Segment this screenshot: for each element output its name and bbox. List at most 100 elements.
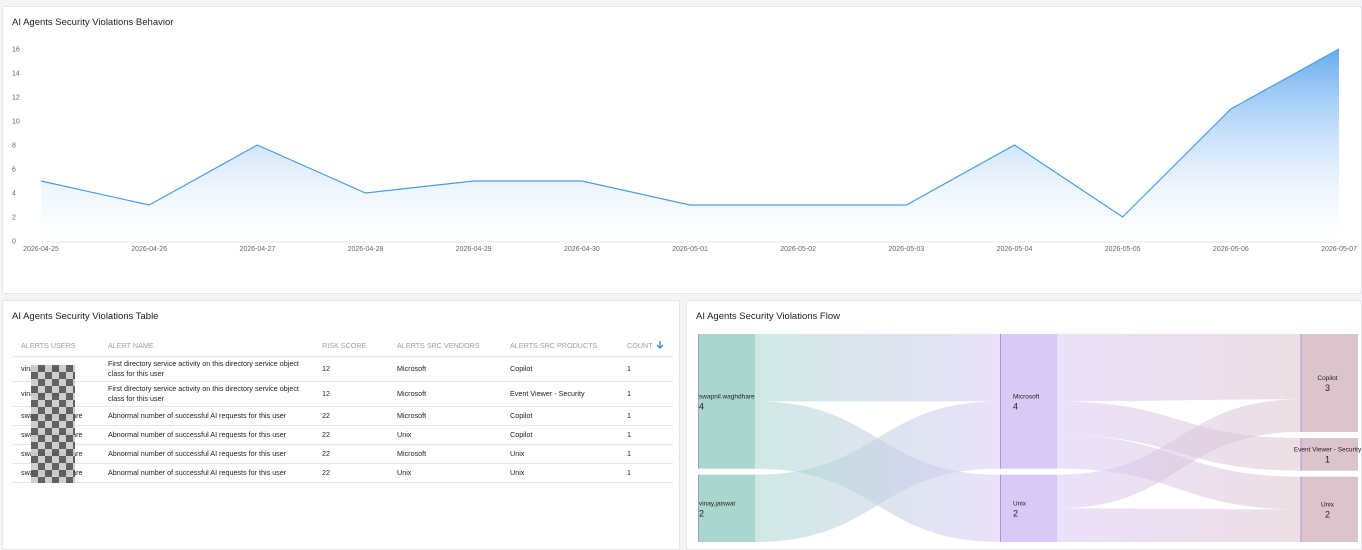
table-row: swapnil.waghdhareAbnormal number of succ… bbox=[12, 463, 673, 483]
flow-link bbox=[755, 401, 1000, 542]
table-cell: 22 bbox=[313, 406, 388, 426]
table-cell: First directory service activity on this… bbox=[99, 356, 313, 382]
node-value: 2 bbox=[699, 508, 704, 518]
node-value: 2 bbox=[1013, 508, 1018, 518]
node-label: Event Viewer - Security bbox=[1294, 446, 1361, 453]
table-cell: Unix bbox=[501, 463, 618, 483]
flow-node bbox=[1301, 334, 1358, 432]
panel-title: AI Agents Security Violations Table bbox=[12, 311, 159, 322]
y-tick-label: 2 bbox=[12, 215, 16, 222]
sort-arrow bbox=[656, 340, 664, 349]
table-cell: 1 bbox=[618, 463, 673, 483]
flow-node bbox=[698, 334, 755, 469]
table-cell: Copilot bbox=[501, 406, 618, 426]
y-tick-label: 16 bbox=[12, 47, 20, 54]
panel-title: AI Agents Security Violations Flow bbox=[696, 311, 840, 322]
flow-node bbox=[1000, 334, 1057, 469]
x-tick-label: 2026-04-25 bbox=[23, 246, 59, 253]
node-value: 4 bbox=[1013, 401, 1018, 411]
flow-link bbox=[755, 334, 1000, 402]
x-tick-label: 2026-04-28 bbox=[348, 246, 384, 253]
violations-table: ALERTS USERS ALERT NAME RISK SCORE ALERTS S… bbox=[12, 334, 673, 483]
table-cell: Abnormal number of successful AI request… bbox=[99, 463, 313, 483]
table-cell: Abnormal number of successful AI request… bbox=[99, 425, 313, 445]
table-cell: Microsoft bbox=[388, 444, 501, 464]
node-label: vinay.jaiswal bbox=[699, 500, 736, 507]
behavior-panel: AI Agents Security Violations Behavior 0… bbox=[2, 6, 1362, 294]
node-value: 4 bbox=[699, 401, 704, 411]
node-value: 1 bbox=[1325, 454, 1330, 464]
table-cell: 1 bbox=[618, 406, 673, 426]
table-cell: 12 bbox=[313, 381, 388, 407]
x-tick-label: 2026-04-29 bbox=[456, 246, 492, 253]
table-cell: Unix bbox=[388, 425, 501, 445]
table-cell: 1 bbox=[618, 356, 673, 382]
x-tick-label: 2026-05-01 bbox=[672, 246, 708, 253]
table-cell: Copilot bbox=[501, 356, 618, 382]
area-chart: 0 2 4 6 8 10 12 14 16 2026-04-25 2026-04-26 2026-04… bbox=[12, 47, 1357, 254]
flow-node bbox=[1301, 438, 1358, 471]
redaction-mosaic bbox=[31, 365, 75, 483]
flow-panel: AI Agents Security Violations Flow swapn… bbox=[686, 300, 1362, 550]
table-cell: 22 bbox=[313, 425, 388, 445]
table-row: vinay.jaiswalFirst directory service act… bbox=[12, 381, 673, 407]
node-label: Unix bbox=[1321, 501, 1335, 508]
table-cell: 22 bbox=[313, 463, 388, 483]
column-header: ALERTS SRC VENDORS bbox=[388, 334, 501, 357]
x-tick-label: 2026-05-04 bbox=[997, 246, 1033, 253]
area-line bbox=[40, 48, 1340, 218]
column-header: ALERT NAME bbox=[99, 334, 313, 357]
node-value: 2 bbox=[1325, 509, 1330, 519]
y-tick-label: 10 bbox=[12, 119, 20, 126]
table-cell: Copilot bbox=[501, 425, 618, 445]
column-header: ALERTS USERS bbox=[12, 334, 99, 357]
x-tick-label: 2026-05-02 bbox=[780, 246, 816, 253]
table-cell: 1 bbox=[618, 425, 673, 445]
y-tick-label: 4 bbox=[12, 191, 16, 198]
node-label: swapnil.waghdhare bbox=[699, 393, 755, 400]
table-panel: AI Agents Security Violations Table ALER… bbox=[2, 300, 680, 550]
table-row: swapnil.waghdhareAbnormal number of succ… bbox=[12, 444, 673, 464]
table-cell: Unix bbox=[501, 444, 618, 464]
table-cell: Microsoft bbox=[388, 406, 501, 426]
table-row: vinay.jaiswalFirst directory service act… bbox=[12, 356, 673, 382]
table-cell: Abnormal number of successful AI request… bbox=[99, 406, 313, 426]
table-cell: 22 bbox=[313, 444, 388, 464]
y-tick-label: 6 bbox=[12, 167, 16, 174]
x-tick-label: 2026-05-03 bbox=[888, 246, 924, 253]
x-tick-label: 2026-05-07 bbox=[1321, 246, 1357, 253]
table-cell: First directory service activity on this… bbox=[99, 381, 313, 407]
flow-node bbox=[698, 474, 755, 542]
x-tick-label: 2026-05-05 bbox=[1105, 246, 1141, 253]
x-tick-label: 2026-05-06 bbox=[1213, 246, 1249, 253]
column-header: ALERTS SRC PRODUCTS bbox=[501, 334, 618, 357]
column-header: COUNT bbox=[618, 334, 673, 357]
table-cell: Unix bbox=[388, 463, 501, 483]
x-tick-label: 2026-04-30 bbox=[564, 246, 600, 253]
sort-icon bbox=[656, 340, 664, 349]
column-header: RISK SCORE bbox=[313, 334, 388, 357]
x-tick-label: 2026-04-26 bbox=[131, 246, 167, 253]
y-tick-label: 12 bbox=[12, 95, 20, 102]
table-row: swapnil.waghdhareAbnormal number of succ… bbox=[12, 406, 673, 426]
flow-node bbox=[1301, 476, 1358, 542]
sankey-chart: swapnil.waghdhare4vinay.jaiswal2Microsof… bbox=[698, 334, 1361, 542]
node-value: 3 bbox=[1325, 383, 1330, 393]
node-label: Copilot bbox=[1317, 375, 1337, 382]
table-cell: Abnormal number of successful AI request… bbox=[99, 444, 313, 464]
node-label: Microsoft bbox=[1013, 393, 1040, 400]
flow-link bbox=[1057, 401, 1301, 471]
y-tick-label: 0 bbox=[12, 239, 16, 246]
table-cell: 1 bbox=[618, 381, 673, 407]
y-tick-label: 8 bbox=[12, 143, 16, 150]
y-tick-label: 14 bbox=[12, 71, 20, 78]
table-row: swapnil.waghdhareAbnormal number of succ… bbox=[12, 425, 673, 445]
table-cell: Microsoft bbox=[388, 356, 501, 382]
flow-link bbox=[1057, 435, 1301, 510]
node-label: Unix bbox=[1013, 500, 1027, 507]
area-fill bbox=[41, 49, 1339, 241]
panel-title: AI Agents Security Violations Behavior bbox=[12, 17, 174, 28]
table-cell: Microsoft bbox=[388, 381, 501, 407]
flow-link bbox=[1057, 399, 1301, 509]
